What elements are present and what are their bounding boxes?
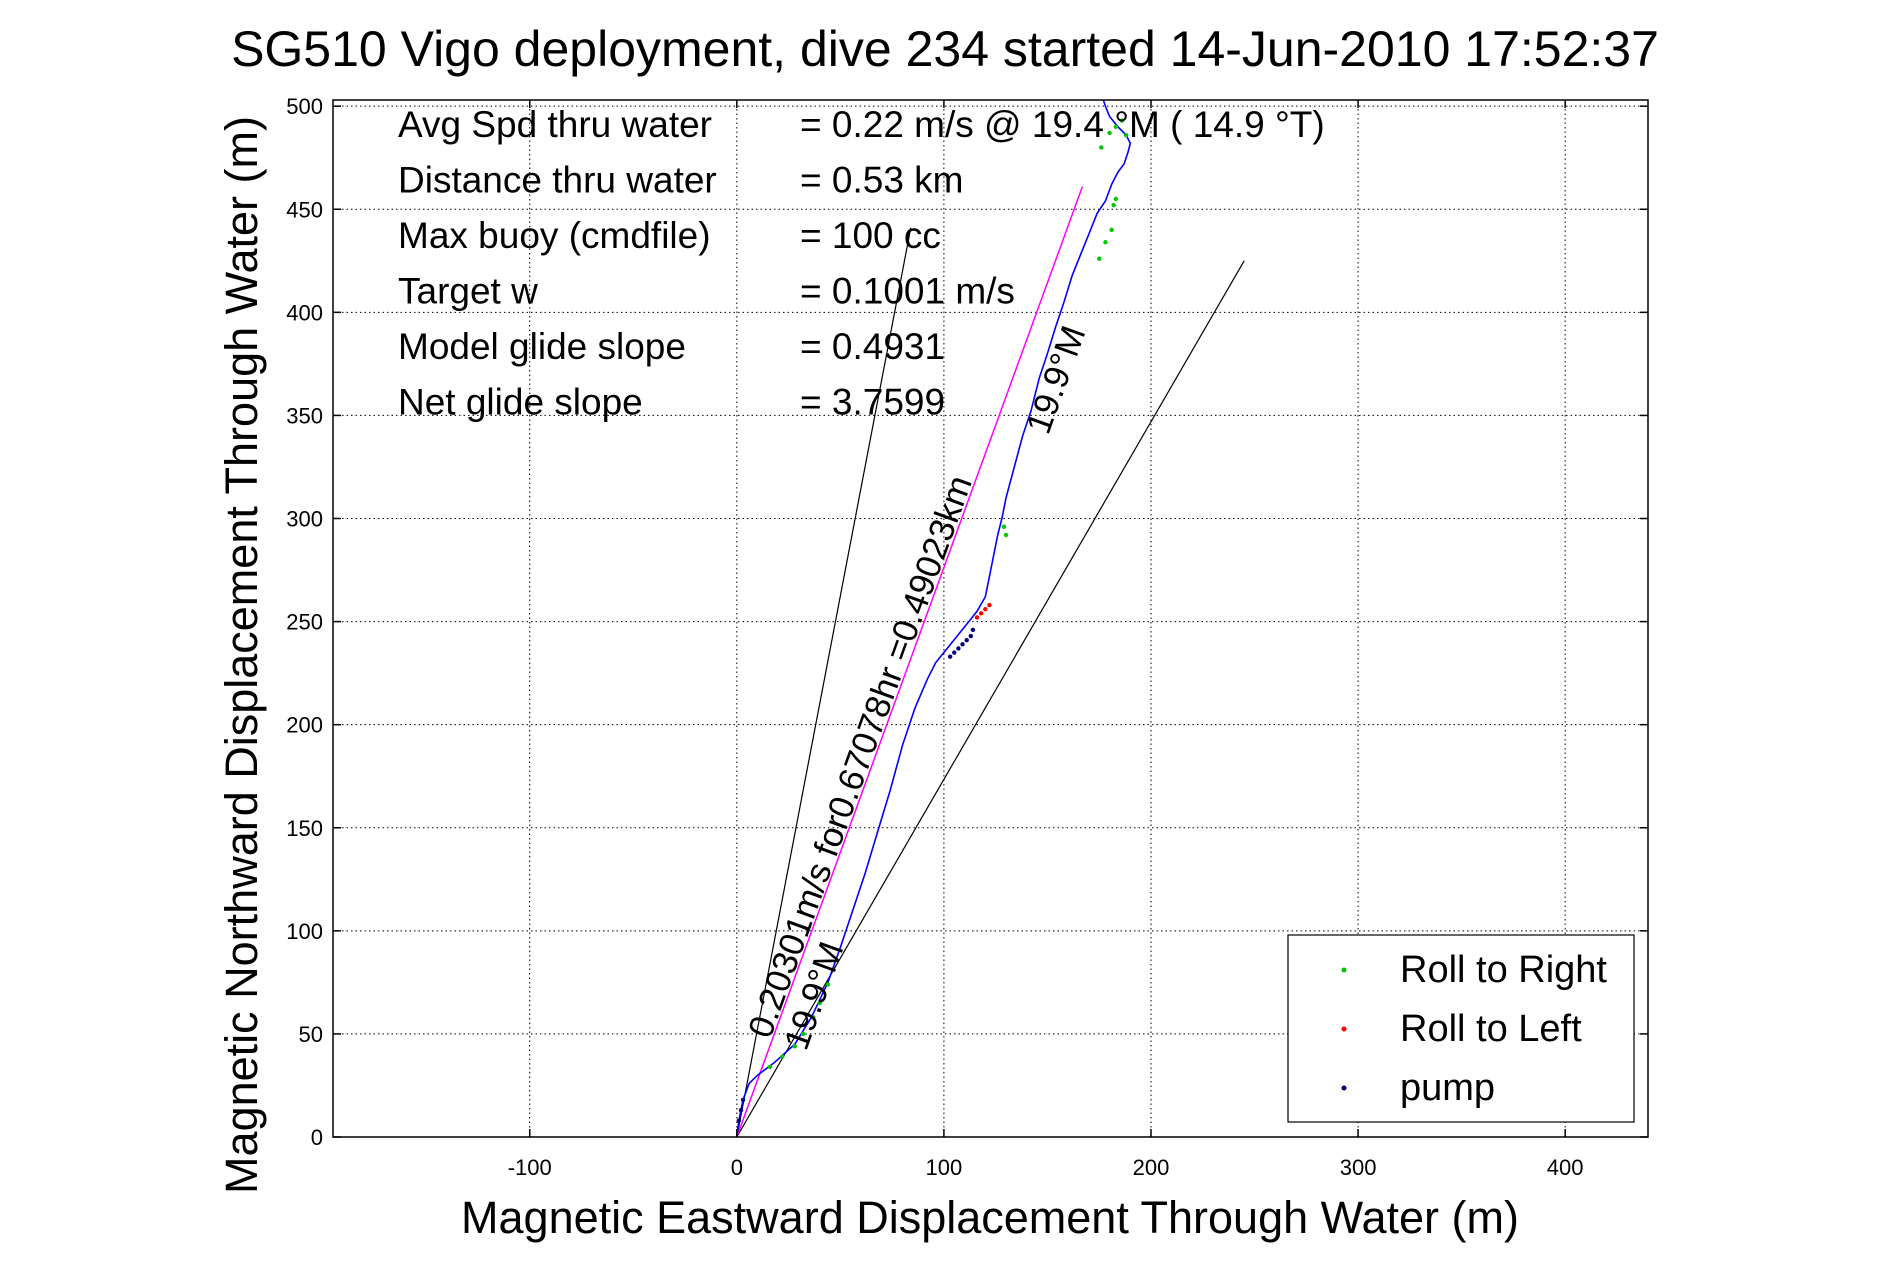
y-tick-label: 50 bbox=[299, 1022, 323, 1047]
series-point-roll-to-right bbox=[1003, 532, 1009, 538]
info-value: = 0.4931 bbox=[800, 326, 945, 367]
series-point-roll-to-right bbox=[780, 1054, 785, 1059]
y-tick-label: 300 bbox=[286, 507, 323, 532]
series-point-pump bbox=[956, 646, 961, 651]
y-tick-label: 250 bbox=[286, 610, 323, 635]
axes-frame bbox=[332, 99, 1649, 1138]
series-point-roll-to-right bbox=[1111, 202, 1116, 208]
series-point-roll-to-right bbox=[1113, 196, 1118, 202]
series-point-roll-to-right bbox=[811, 1015, 816, 1020]
y-tick-label: 150 bbox=[286, 816, 323, 841]
x-tick-label: 0 bbox=[731, 1155, 743, 1180]
info-label: Max buoy (cmdfile) bbox=[398, 215, 711, 256]
series-point-roll-to-right bbox=[792, 1044, 798, 1049]
series-point-roll-to-right bbox=[1099, 145, 1104, 150]
y-tick-label: 200 bbox=[286, 713, 323, 738]
series-point-roll-to-right bbox=[767, 1064, 773, 1070]
info-value: = 0.1001 m/s bbox=[800, 271, 1015, 312]
series-point-pump bbox=[964, 637, 969, 643]
speed-distance-annotation: 0.20301m/s for0.67078hr =0.49023km bbox=[741, 471, 980, 1043]
x-tick-label: 400 bbox=[1547, 1155, 1584, 1180]
series-point-pump bbox=[736, 1118, 742, 1123]
envelope-line bbox=[736, 227, 912, 1138]
series-point-roll-to-right bbox=[1119, 118, 1125, 123]
legend-entry: Roll to Left bbox=[1400, 1008, 1582, 1050]
legend-marker bbox=[1341, 967, 1347, 973]
info-label: Distance thru water bbox=[398, 160, 717, 201]
legend-entry: Roll to Right bbox=[1400, 949, 1607, 991]
y-tick-label: 100 bbox=[286, 919, 323, 944]
series-point-pump bbox=[952, 650, 957, 655]
series-point-roll-to-right bbox=[1001, 524, 1007, 529]
series-point-roll-to-right bbox=[1123, 132, 1129, 138]
series-point-roll-to-right bbox=[1097, 256, 1102, 261]
legend-entry: pump bbox=[1400, 1067, 1495, 1109]
info-block: Avg Spd thru water = 0.22 m/s @ 19.4 °M (… bbox=[398, 104, 1325, 423]
legend-marker bbox=[1341, 1085, 1347, 1091]
x-tick-label: 300 bbox=[1340, 1155, 1377, 1180]
legend-marker bbox=[1341, 1026, 1347, 1032]
chart-title: SG510 Vigo deployment, dive 234 started … bbox=[231, 21, 1659, 77]
series-point-roll-to-right bbox=[1113, 124, 1118, 130]
series-point-roll-to-left bbox=[987, 602, 992, 608]
glider-track-line bbox=[736, 99, 1132, 1138]
info-value: = 100 cc bbox=[800, 215, 941, 256]
series-point-roll-to-right bbox=[1103, 240, 1108, 245]
x-tick-label: 200 bbox=[1133, 1155, 1170, 1180]
series-point-pump bbox=[960, 642, 965, 647]
x-axis-label: Magnetic Eastward Displacement Through W… bbox=[461, 1192, 1519, 1243]
series-point-pump bbox=[738, 1107, 744, 1113]
y-axis-label: Magnetic Northward Displacement Through … bbox=[216, 116, 267, 1194]
y-tick-label: 500 bbox=[286, 94, 323, 119]
envelope-line bbox=[736, 260, 1245, 1138]
series-point-roll-to-left bbox=[974, 615, 980, 620]
heading-annotation-top: 19.9°M bbox=[1019, 321, 1094, 439]
y-tick-label: 350 bbox=[286, 403, 323, 428]
series-point-pump bbox=[740, 1097, 746, 1103]
info-label: Target w bbox=[398, 271, 538, 312]
y-tick-label: 450 bbox=[286, 197, 323, 222]
info-label: Net glide slope bbox=[398, 382, 643, 423]
x-tick-label: -100 bbox=[508, 1155, 552, 1180]
info-label: Avg Spd thru water bbox=[398, 104, 712, 145]
series-point-roll-to-right bbox=[817, 1000, 822, 1006]
bearing-line bbox=[736, 186, 1084, 1138]
y-tick-label: 0 bbox=[311, 1125, 323, 1150]
info-value: = 0.22 m/s @ 19.4 °M ( 14.9 °T) bbox=[800, 104, 1325, 145]
series-point-roll-to-left bbox=[983, 607, 988, 612]
series-layer bbox=[736, 99, 1245, 1138]
series-point-pump bbox=[947, 654, 953, 659]
series-point-roll-to-right bbox=[1107, 130, 1112, 136]
legend: Roll to Right Roll to Left pump bbox=[1287, 934, 1635, 1123]
series-point-roll-to-right bbox=[1109, 227, 1114, 233]
info-value: = 0.53 km bbox=[800, 160, 964, 201]
series-point-roll-to-right bbox=[825, 982, 831, 987]
x-tick-label: 100 bbox=[926, 1155, 963, 1180]
tick-layer: -100 0 100 200 300 400 0 50 100 150 200 250 300 350 40… bbox=[286, 94, 1648, 1180]
y-tick-label: 400 bbox=[286, 300, 323, 325]
series-point-roll-to-right bbox=[800, 1031, 806, 1037]
series-point-roll-to-left bbox=[978, 611, 984, 616]
info-value: = 3.7599 bbox=[800, 382, 945, 423]
annotation-layer: 0.20301m/s for0.67078hr =0.49023km 19.9°M… bbox=[741, 321, 1094, 1055]
info-label: Model glide slope bbox=[398, 326, 686, 367]
series-point-pump bbox=[968, 633, 974, 639]
series-point-pump bbox=[970, 627, 976, 633]
